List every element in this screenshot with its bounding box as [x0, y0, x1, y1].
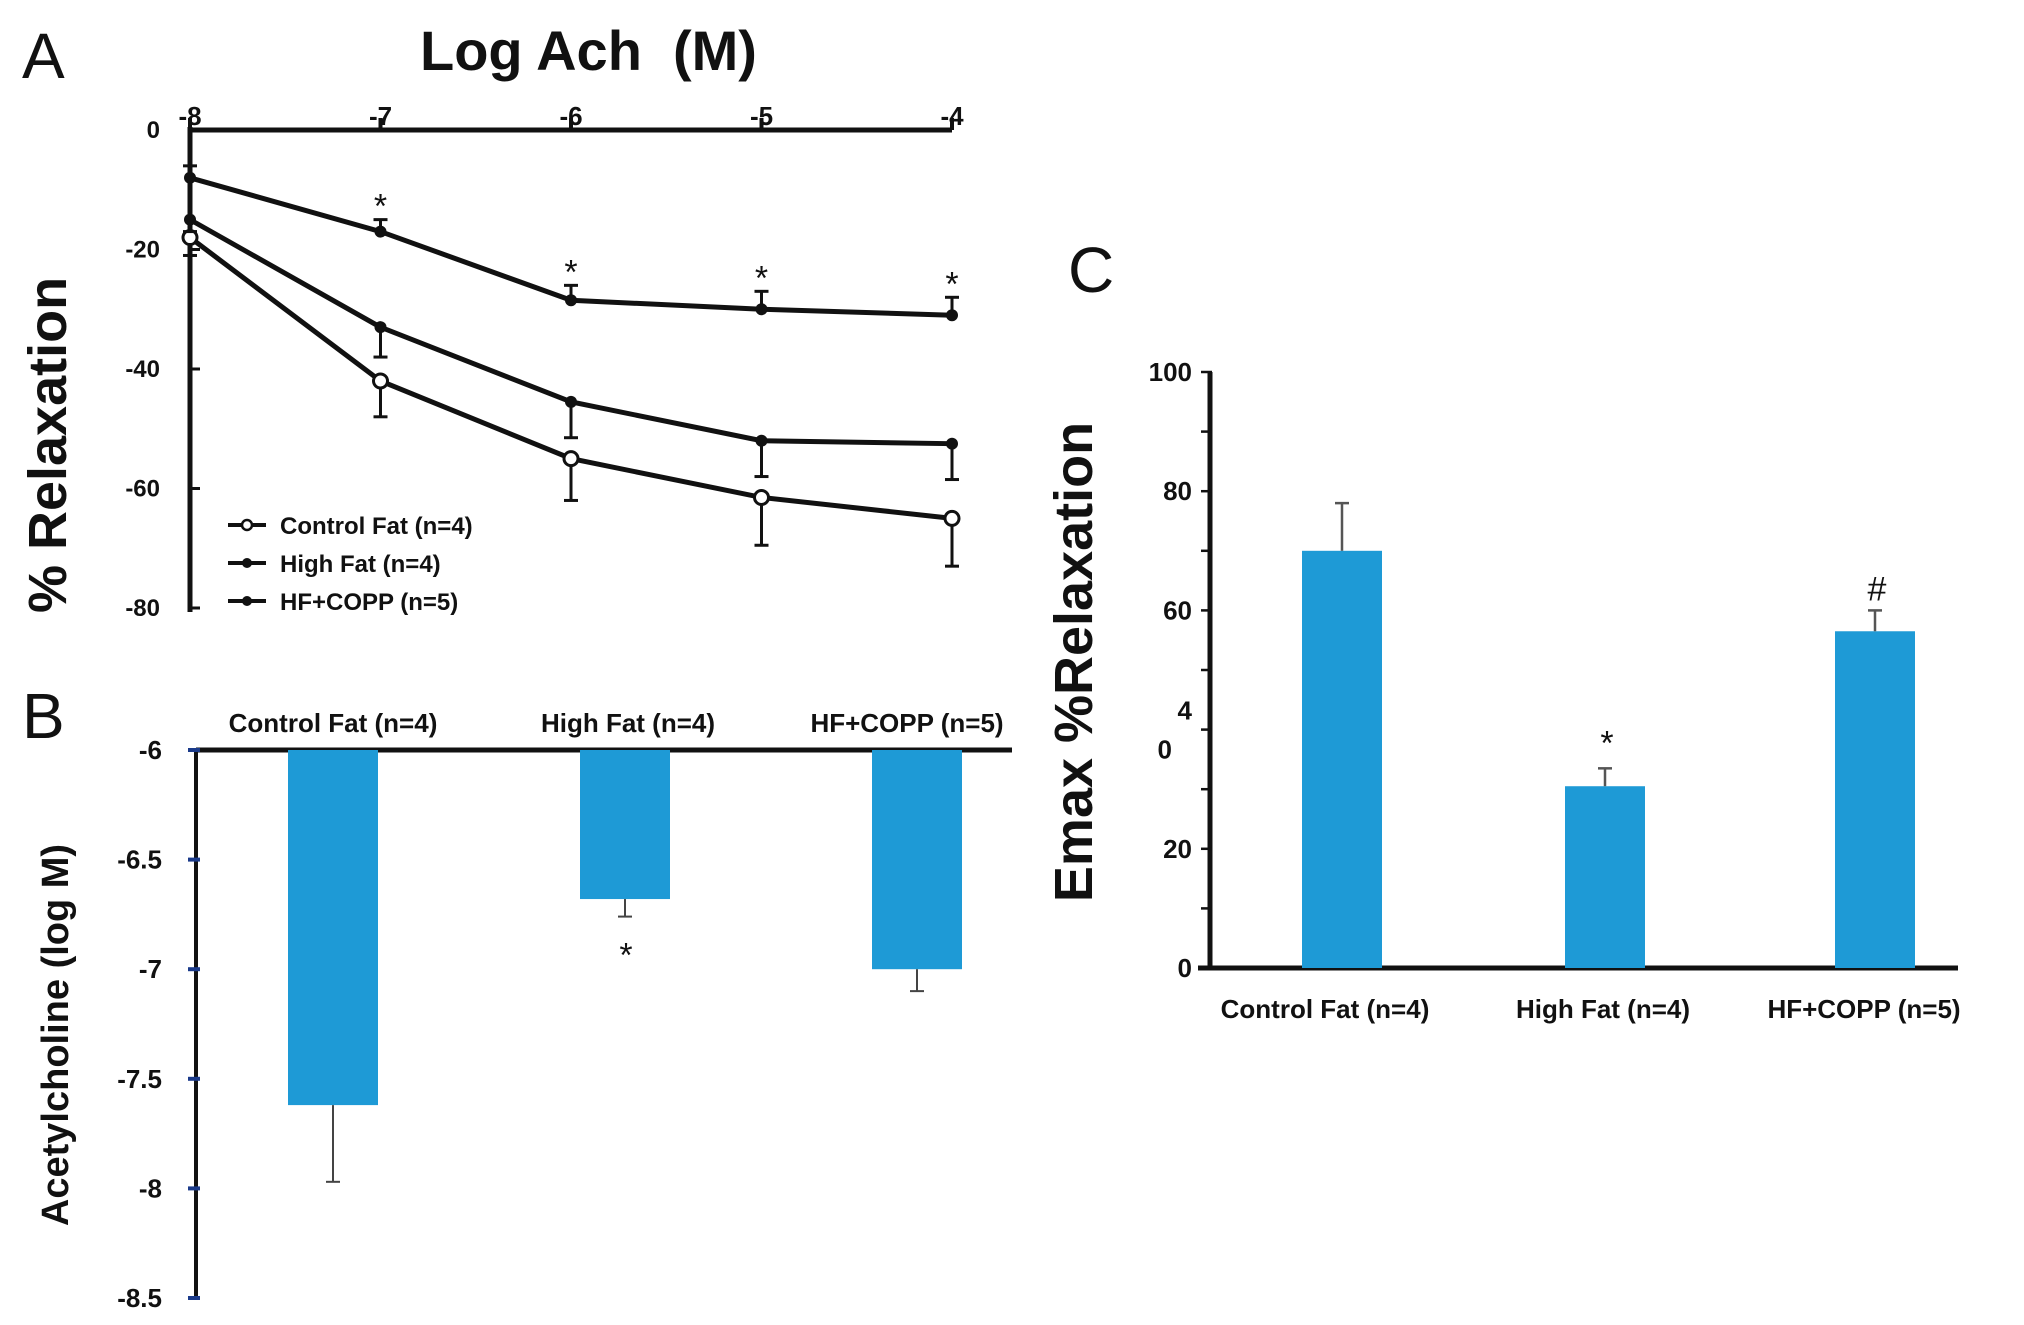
legend-label: Control Fat (n=4) — [280, 513, 473, 540]
significance-marker: * — [755, 259, 768, 297]
panel-a-y-axis-label: % Relaxation — [18, 277, 78, 613]
y-tick-label: 0 — [1178, 953, 1192, 983]
y-tick-label: 20 — [1163, 834, 1192, 864]
y-tick-label: 80 — [1163, 476, 1192, 506]
panel-c-category-labels: Control Fat (n=4) High Fat (n=4) HF+COPP (… — [1221, 994, 1961, 1024]
significance-marker: * — [619, 937, 632, 975]
category-label: High Fat (n=4) — [541, 708, 715, 738]
legend-marker — [240, 518, 254, 532]
panel-b: B Acetylcholine (log M) -6 -6.5 -7 -7.5 -8 -8… — [22, 680, 1012, 1313]
bar — [1835, 631, 1915, 968]
data-point — [753, 488, 770, 506]
significance-marker: # — [1868, 570, 1887, 608]
y-tick-label: -7.5 — [117, 1064, 162, 1094]
data-point — [946, 437, 958, 450]
data-point — [755, 434, 768, 447]
category-label: HF+COPP (n=5) — [810, 708, 1003, 738]
y-tick-label: 60 — [1163, 595, 1192, 625]
panel-b-bars — [288, 750, 962, 1183]
data-point — [565, 395, 577, 408]
panel-a-letter: A — [22, 20, 65, 92]
data-point — [374, 225, 387, 238]
data-point — [372, 372, 389, 390]
y-tick-label-part: 4 — [1178, 696, 1193, 726]
significance-marker: * — [564, 253, 577, 291]
data-point — [946, 309, 958, 322]
bar — [288, 750, 378, 1106]
panel-a-legend: Control Fat (n=4) High Fat (n=4) HF+COPP (… — [228, 513, 473, 616]
bar — [1565, 786, 1645, 968]
panel-c-annotations: *# — [1600, 570, 1886, 762]
y-tick-label: -20 — [125, 237, 160, 264]
category-label: Control Fat (n=4) — [229, 708, 438, 738]
data-point — [184, 213, 196, 226]
category-label: HF+COPP (n=5) — [1767, 994, 1960, 1024]
legend-label: HF+COPP (n=5) — [280, 589, 458, 616]
x-tick-label: -7 — [369, 101, 392, 131]
data-point — [374, 321, 387, 334]
y-tick-label: -8.5 — [117, 1283, 162, 1313]
panel-b-letter: B — [22, 680, 65, 752]
data-point — [943, 509, 961, 527]
bar — [580, 750, 670, 900]
bar — [872, 750, 962, 970]
data-point — [565, 294, 577, 307]
bar — [1302, 550, 1382, 968]
y-tick-label: 0 — [147, 117, 160, 144]
significance-marker: * — [945, 265, 958, 303]
legend-marker — [242, 558, 252, 568]
y-tick-label: -80 — [125, 595, 160, 622]
panel-b-y-axis-label: Acetylcholine (log M) — [35, 844, 77, 1226]
data-point — [755, 303, 768, 316]
panel-a: A Log Ach (M) % Relaxation -8 -7 -6 -5 -4 0-… — [18, 19, 964, 622]
category-label: High Fat (n=4) — [1516, 994, 1690, 1024]
panel-a-y-ticks: 0 -20 -40 -60 -80 — [125, 117, 200, 622]
panel-c-letter: C — [1068, 234, 1114, 306]
y-tick-label: -60 — [125, 476, 160, 503]
data-point — [184, 171, 196, 184]
significance-marker: * — [1600, 724, 1613, 762]
category-label: Control Fat (n=4) — [1221, 994, 1430, 1024]
y-tick-label: -6 — [139, 735, 162, 765]
panel-a-x-ticks: -8 -7 -6 -5 -4 — [178, 101, 964, 131]
x-tick-label: -4 — [940, 101, 964, 131]
data-point — [562, 450, 580, 468]
significance-marker: * — [374, 188, 387, 226]
x-tick-label: -8 — [178, 101, 201, 131]
x-tick-label: -6 — [559, 101, 582, 131]
y-tick-label: -8 — [139, 1173, 162, 1203]
legend-label: High Fat (n=4) — [280, 551, 441, 578]
y-tick-label: 100 — [1149, 357, 1192, 387]
legend-marker — [242, 596, 252, 606]
panel-c-y-axis-label: Emax %Relaxation — [1044, 422, 1104, 902]
panel-c-bars — [1302, 501, 1915, 968]
panel-b-y-ticks: -6 -6.5 -7 -7.5 -8 -8.5 — [117, 735, 200, 1313]
y-tick-label-part: 0 — [1158, 735, 1172, 765]
panel-a-title: Log Ach (M) — [420, 19, 757, 82]
x-tick-label: -5 — [750, 101, 773, 131]
y-tick-label: -40 — [125, 356, 160, 383]
y-tick-label: -6.5 — [117, 845, 162, 875]
panel-a-series — [181, 164, 961, 568]
panel-b-category-labels: Control Fat (n=4) High Fat (n=4) HF+COPP (… — [229, 708, 1004, 738]
y-tick-label: -7 — [139, 954, 162, 984]
panel-b-annotations: * — [619, 937, 632, 975]
panel-a-annotations: * * * * — [374, 188, 959, 304]
